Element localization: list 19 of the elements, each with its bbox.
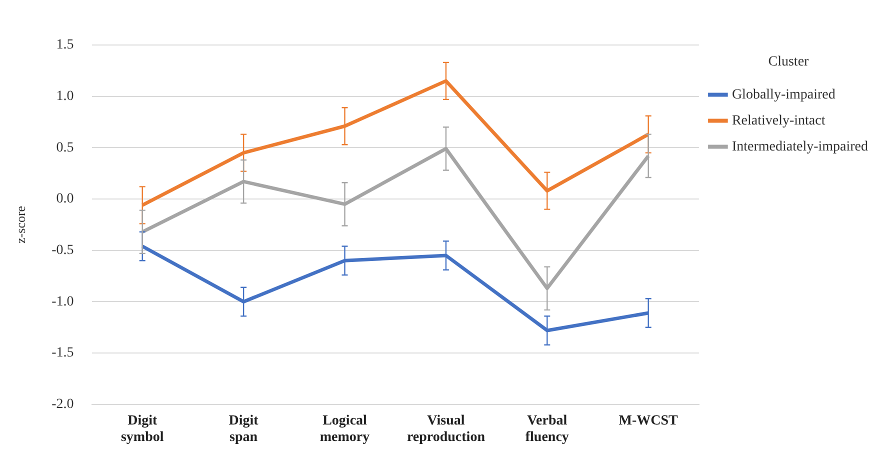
y-axis-title: z-score: [13, 206, 28, 244]
x-tick-label: Verbal fluency: [525, 413, 569, 446]
legend-label: Relatively-intact: [732, 113, 826, 128]
x-tick-label: Digit span: [228, 413, 259, 446]
x-tick-label: M-WCST: [618, 413, 679, 428]
y-tick-label: -1.5: [52, 346, 74, 361]
y-tick-label: 0.0: [56, 192, 74, 207]
x-tick-label: Logical memory: [320, 413, 370, 446]
y-tick-label: 1.0: [56, 89, 74, 104]
y-tick-label: 1.5: [56, 38, 74, 53]
y-tick-label: -0.5: [52, 243, 74, 258]
legend-label: Intermediately-impaired: [732, 139, 868, 154]
y-tick-label: -1.0: [52, 294, 74, 310]
x-tick-label: Digit symbol: [120, 413, 164, 446]
x-tick-label: Visual reproduction: [406, 413, 486, 446]
legend-label: Globally-impaired: [732, 87, 836, 102]
y-tick-label: -2.0: [52, 397, 74, 412]
y-tick-label: 0.5: [56, 140, 74, 156]
legend-title: Cluster: [768, 54, 810, 70]
